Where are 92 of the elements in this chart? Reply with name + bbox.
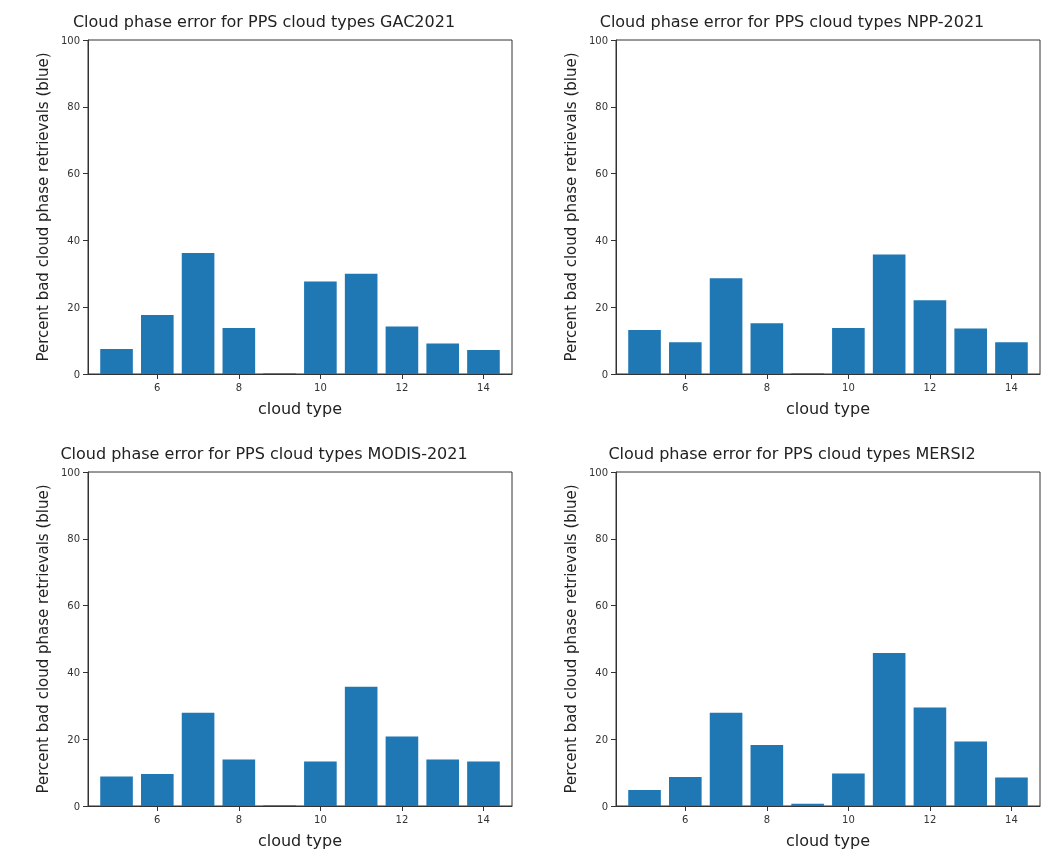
bar bbox=[385, 736, 419, 806]
y-tick-label: 60 bbox=[595, 168, 608, 180]
x-tick-label: 14 bbox=[1005, 381, 1018, 393]
y-axis-title: Percent bad cloud phase retrievals (blue) bbox=[33, 52, 52, 362]
x-tick-label: 6 bbox=[682, 381, 689, 393]
y-tick-label: 100 bbox=[588, 34, 608, 46]
x-tick-label: 12 bbox=[395, 813, 409, 825]
y-tick-label: 40 bbox=[595, 666, 608, 678]
bar bbox=[628, 329, 661, 374]
bar bbox=[872, 254, 906, 374]
bar bbox=[426, 343, 459, 374]
y-tick-label: 20 bbox=[595, 301, 608, 313]
y-tick-label: 100 bbox=[588, 466, 608, 478]
bar bbox=[954, 741, 987, 806]
x-axis-title: cloud type bbox=[257, 830, 343, 850]
bar bbox=[100, 348, 133, 374]
y-tick-label: 40 bbox=[67, 234, 80, 246]
bar bbox=[385, 326, 419, 374]
x-tick-label: 12 bbox=[923, 381, 937, 393]
x-tick-label: 8 bbox=[235, 381, 243, 393]
x-tick-label: 8 bbox=[763, 381, 771, 393]
x-tick-label: 14 bbox=[477, 381, 490, 393]
bar bbox=[669, 342, 702, 374]
x-tick-label: 10 bbox=[842, 381, 855, 393]
y-tick-label: 100 bbox=[60, 34, 80, 46]
x-tick-label: 6 bbox=[154, 381, 161, 393]
x-tick-label: 14 bbox=[477, 813, 490, 825]
bar bbox=[872, 653, 906, 806]
bar bbox=[750, 323, 784, 374]
y-tick-label: 80 bbox=[67, 101, 80, 113]
chart-title: Cloud phase error for PPS cloud types NPP-2021 bbox=[599, 11, 985, 31]
bar bbox=[141, 773, 174, 806]
x-tick-label: 10 bbox=[314, 381, 327, 393]
bar bbox=[709, 278, 743, 374]
y-tick-label: 40 bbox=[595, 234, 608, 246]
x-tick-label: 10 bbox=[842, 813, 855, 825]
bar bbox=[995, 342, 1028, 374]
bar bbox=[100, 776, 133, 806]
bar bbox=[995, 777, 1028, 806]
y-tick-label: 80 bbox=[595, 101, 608, 113]
y-tick-label: 0 bbox=[601, 368, 608, 380]
bar bbox=[304, 761, 337, 806]
bar bbox=[913, 300, 947, 374]
y-tick-label: 80 bbox=[595, 533, 608, 545]
y-tick-label: 0 bbox=[73, 368, 80, 380]
y-tick-label: 40 bbox=[67, 666, 80, 678]
y-tick-label: 20 bbox=[67, 733, 80, 745]
y-axis-title: Percent bad cloud phase retrievals (blue) bbox=[561, 484, 580, 794]
y-tick-label: 60 bbox=[67, 600, 80, 612]
x-tick-label: 6 bbox=[682, 813, 689, 825]
bar bbox=[344, 273, 378, 374]
bar bbox=[628, 789, 661, 806]
bar bbox=[181, 253, 215, 374]
x-tick-label: 8 bbox=[235, 813, 243, 825]
bar bbox=[141, 314, 174, 374]
y-tick-label: 0 bbox=[601, 800, 608, 812]
bar bbox=[467, 761, 500, 806]
bar bbox=[222, 759, 256, 806]
y-axis-title: Percent bad cloud phase retrievals (blue) bbox=[33, 484, 52, 794]
chart-title: Cloud phase error for PPS cloud types GAC2021 bbox=[72, 11, 456, 31]
x-axis-title: cloud type bbox=[257, 398, 343, 418]
bar bbox=[181, 712, 215, 806]
bar bbox=[832, 327, 865, 374]
x-tick-label: 8 bbox=[763, 813, 771, 825]
bar bbox=[954, 328, 987, 374]
y-tick-label: 60 bbox=[595, 600, 608, 612]
bar bbox=[344, 686, 378, 806]
bar bbox=[467, 349, 500, 374]
y-axis-title: Percent bad cloud phase retrievals (blue) bbox=[561, 52, 580, 362]
y-tick-label: 0 bbox=[73, 800, 80, 812]
bar bbox=[709, 712, 743, 806]
x-tick-label: 10 bbox=[314, 813, 327, 825]
bar bbox=[669, 776, 702, 806]
y-tick-label: 20 bbox=[67, 301, 80, 313]
bar bbox=[913, 707, 947, 806]
y-tick-label: 80 bbox=[67, 533, 80, 545]
bar bbox=[304, 281, 337, 374]
x-axis-title: cloud type bbox=[785, 830, 871, 850]
bar bbox=[222, 327, 256, 374]
x-axis-title: cloud type bbox=[785, 398, 871, 418]
bar bbox=[750, 744, 784, 806]
y-tick-label: 20 bbox=[595, 733, 608, 745]
bar bbox=[426, 759, 459, 806]
bar bbox=[832, 773, 865, 806]
x-tick-label: 12 bbox=[395, 381, 409, 393]
x-tick-label: 6 bbox=[154, 813, 161, 825]
y-tick-label: 100 bbox=[60, 466, 80, 478]
chart-title: Cloud phase error for PPS cloud types MODIS-2021 bbox=[60, 443, 468, 463]
chart-title: Cloud phase error for PPS cloud types MERSI2 bbox=[608, 443, 976, 463]
y-tick-label: 60 bbox=[67, 168, 80, 180]
x-tick-label: 12 bbox=[923, 813, 937, 825]
x-tick-label: 14 bbox=[1005, 813, 1018, 825]
